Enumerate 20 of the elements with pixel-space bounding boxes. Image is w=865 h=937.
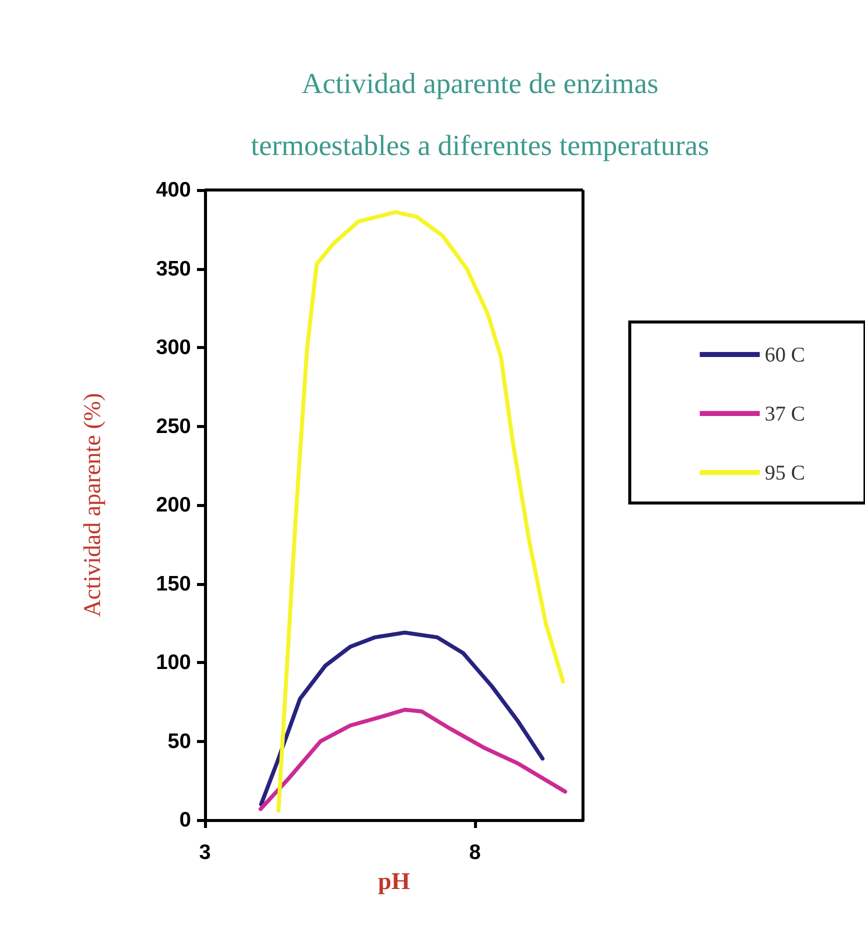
y-tick-label: 50 — [168, 730, 191, 753]
line-series — [258, 708, 568, 811]
y-tick-label: 300 — [156, 336, 191, 359]
y-tick-label: 100 — [156, 651, 191, 674]
y-tick-label: 0 — [179, 808, 191, 832]
legend-label: 95 C — [764, 460, 806, 484]
y-tick-label: 150 — [156, 572, 191, 596]
line-series — [259, 630, 544, 806]
legend-label: 37 C — [764, 402, 806, 426]
x-tick-label: 3 — [199, 841, 211, 864]
legend-label: 60 C — [764, 342, 806, 366]
y-axis-title: Actividad aparente (%) — [80, 393, 106, 617]
line-series — [276, 210, 566, 813]
y-tick-label: 250 — [156, 414, 191, 438]
y-tick-label: 200 — [156, 494, 191, 516]
chart-title: Actividad aparente de enzimas termoestables a diferentes temperaturas — [250, 68, 710, 162]
x-axis-title: pH — [378, 869, 410, 895]
y-tick-label: 350 — [156, 257, 191, 280]
y-tick-label: 400 — [156, 178, 191, 202]
x-tick-label: 8 — [469, 841, 482, 864]
